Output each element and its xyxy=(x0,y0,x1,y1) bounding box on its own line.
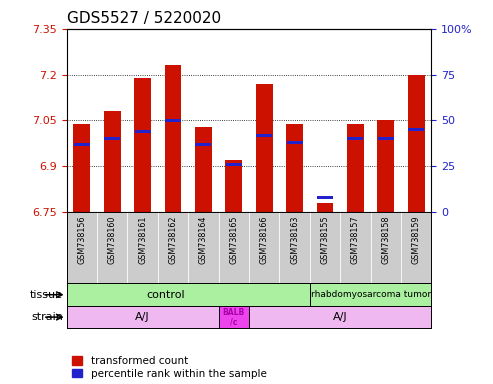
Text: GSM738155: GSM738155 xyxy=(320,216,329,264)
Bar xyxy=(218,306,249,328)
Bar xyxy=(135,130,150,133)
Text: rhabdomyosarcoma tumor: rhabdomyosarcoma tumor xyxy=(311,290,430,299)
Text: GSM738157: GSM738157 xyxy=(351,216,360,264)
Text: GSM738165: GSM738165 xyxy=(229,216,238,264)
Text: GSM738160: GSM738160 xyxy=(107,216,117,264)
Text: GSM738162: GSM738162 xyxy=(169,216,177,264)
Bar xyxy=(317,203,333,212)
Bar xyxy=(408,74,424,212)
Bar xyxy=(348,137,363,141)
Bar xyxy=(73,124,90,212)
Text: A/J: A/J xyxy=(333,312,348,322)
Text: control: control xyxy=(146,290,185,300)
Text: GSM738161: GSM738161 xyxy=(138,216,147,264)
Text: GSM738159: GSM738159 xyxy=(412,216,421,264)
Text: A/J: A/J xyxy=(135,312,150,322)
Bar xyxy=(74,143,90,146)
Bar xyxy=(286,124,303,212)
Text: GDS5527 / 5220020: GDS5527 / 5220020 xyxy=(67,11,221,26)
Bar xyxy=(378,137,394,141)
Bar xyxy=(134,78,151,212)
Bar xyxy=(165,66,181,212)
Bar xyxy=(165,119,181,122)
Bar xyxy=(226,163,242,166)
Bar xyxy=(225,160,242,212)
Bar xyxy=(378,121,394,212)
Bar xyxy=(104,137,120,141)
Bar xyxy=(195,127,211,212)
Bar xyxy=(347,124,364,212)
Text: GSM738166: GSM738166 xyxy=(260,216,269,264)
Bar xyxy=(256,84,273,212)
Text: GSM738164: GSM738164 xyxy=(199,216,208,264)
Text: tissue: tissue xyxy=(30,290,63,300)
Text: GSM738156: GSM738156 xyxy=(77,216,86,264)
Text: GSM738158: GSM738158 xyxy=(381,216,390,264)
Bar xyxy=(195,143,211,146)
Bar xyxy=(286,141,303,144)
Text: strain: strain xyxy=(31,312,63,322)
Bar xyxy=(256,134,272,137)
Bar xyxy=(104,111,120,212)
Text: BALB
/c: BALB /c xyxy=(223,308,245,326)
Text: GSM738163: GSM738163 xyxy=(290,216,299,264)
Bar xyxy=(317,196,333,199)
Legend: transformed count, percentile rank within the sample: transformed count, percentile rank withi… xyxy=(72,356,266,379)
Bar xyxy=(408,128,424,131)
